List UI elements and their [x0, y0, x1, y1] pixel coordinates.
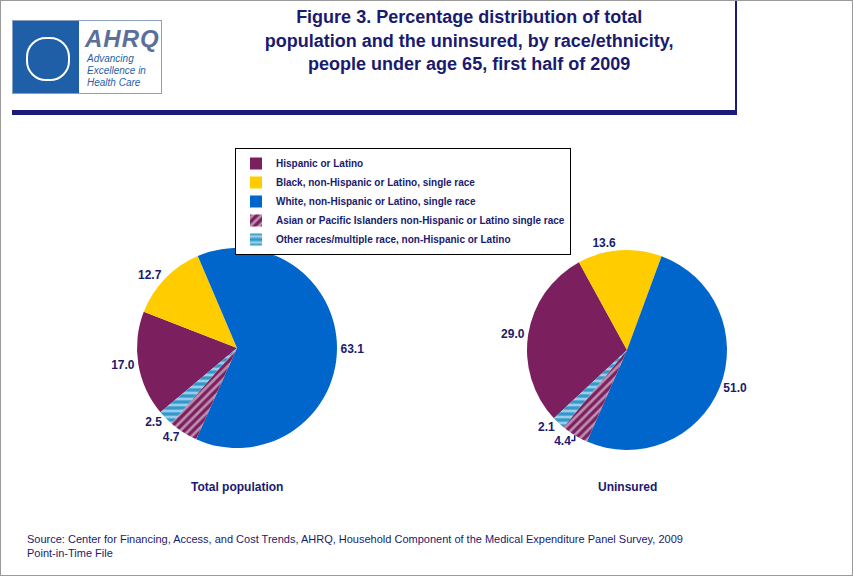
html-text:Advancing: Advancing — [87, 53, 134, 64]
svg-text:Hispanic or Latino: Hispanic or Latino — [276, 158, 363, 169]
svg-text:29.0: 29.0 — [501, 327, 525, 341]
svg-text:4.4: 4.4 — [554, 434, 571, 448]
svg-text:Black, non-Hispanic or Latino,: Black, non-Hispanic or Latino, single ra… — [276, 177, 475, 188]
svg-text:Total population: Total population — [191, 480, 283, 494]
svg-text:Other races/multiple race, non: Other races/multiple race, non-Hispanic … — [276, 234, 511, 245]
svg-text:63.1: 63.1 — [340, 342, 364, 356]
html-text:AHRQ: AHRQ — [85, 25, 160, 52]
svg-text:12.7: 12.7 — [138, 268, 162, 282]
svg-text:2.5: 2.5 — [145, 415, 162, 429]
svg-text:2.1: 2.1 — [538, 420, 555, 434]
svg-text:Asian or Pacific Islanders non: Asian or Pacific Islanders non-Hispanic … — [276, 215, 565, 226]
html-text:Excellence in: Excellence in — [87, 65, 146, 76]
svg-text:17.0: 17.0 — [111, 358, 135, 372]
svg-text:Source: Center for Financing,: Source: Center for Financing, Access, an… — [27, 533, 683, 559]
svg-text:51.0: 51.0 — [723, 381, 747, 395]
svg-text:4.7: 4.7 — [163, 430, 180, 444]
svg-text:White, non-Hispanic or Latino,: White, non-Hispanic or Latino, single ra… — [276, 196, 476, 207]
svg-text:Uninsured: Uninsured — [598, 480, 657, 494]
svg-text:13.6: 13.6 — [592, 236, 616, 250]
html-text:Health Care: Health Care — [87, 77, 141, 88]
svg-text:Figure 3. Percentage distribut: Figure 3. Percentage distribution of tot… — [265, 7, 674, 74]
